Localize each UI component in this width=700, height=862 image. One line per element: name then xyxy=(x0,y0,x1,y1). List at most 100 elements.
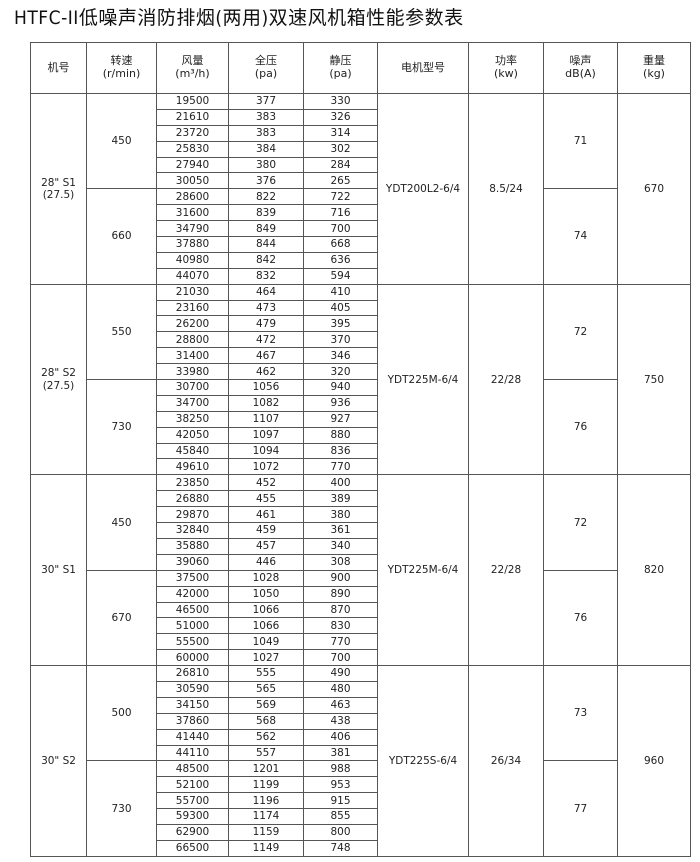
page-title: HTFC-II低噪声消防排烟(两用)双速风机箱性能参数表 xyxy=(14,7,464,29)
table-row: 730 30700 1056 940 76 xyxy=(31,379,691,476)
header-row: 机号 转速 (r/min) 风量 (m³/h) 全压 (pa) 静压 (pa) 电机型号功… xyxy=(30,42,691,94)
airflow-cell: 51000 xyxy=(156,617,229,635)
airflow-cell: 21030 xyxy=(156,283,229,301)
table-row: 31400 467 346 xyxy=(31,347,691,365)
airflow-cell: 41440 xyxy=(156,728,229,746)
airflow-cell: 59300 xyxy=(156,808,229,825)
table-row: 66500 1149 748 xyxy=(31,839,691,857)
static-pressure-cell: 463 xyxy=(303,696,378,714)
header-total-pressure: 全压 (pa) xyxy=(228,42,304,94)
airflow-cell: 31600 xyxy=(156,204,229,222)
airflow-cell: 26200 xyxy=(156,315,229,333)
header-weight: 重量 (kg) xyxy=(617,42,691,94)
total-pressure-cell: 462 xyxy=(228,363,304,381)
model-cell: 30" S2 xyxy=(30,665,87,857)
airflow-cell: 25830 xyxy=(156,140,229,158)
weight-cell: 960 xyxy=(617,665,691,857)
noise-cell: 74 xyxy=(543,188,618,285)
static-pressure-cell: 880 xyxy=(303,426,378,444)
total-pressure-cell: 565 xyxy=(228,680,304,698)
header-speed: 转速 (r/min) xyxy=(86,42,157,94)
airflow-cell: 34150 xyxy=(156,696,229,714)
static-pressure-cell: 405 xyxy=(303,299,378,317)
table-row: 34700 1082 936 xyxy=(31,394,691,412)
speed-cell: 450 xyxy=(86,92,157,190)
total-pressure-cell: 376 xyxy=(228,172,304,190)
airflow-cell: 23160 xyxy=(156,299,229,317)
static-pressure-cell: 389 xyxy=(303,490,378,508)
total-pressure-cell: 842 xyxy=(228,251,304,269)
airflow-cell: 44110 xyxy=(156,744,229,762)
airflow-cell: 21610 xyxy=(156,108,229,126)
model-cell: 28" S1 (27.5) xyxy=(30,93,87,285)
table-row: 26880 455 389 xyxy=(31,490,691,508)
speed-cell: 670 xyxy=(86,569,157,667)
airflow-cell: 40980 xyxy=(156,251,229,269)
weight-cell: 820 xyxy=(617,474,691,667)
table-row: 26200 479 395 xyxy=(31,315,691,333)
noise-cell: 71 xyxy=(543,92,618,190)
static-pressure-cell: 953 xyxy=(303,776,378,794)
total-pressure-cell: 457 xyxy=(228,537,304,555)
total-pressure-cell: 473 xyxy=(228,299,304,317)
total-pressure-cell: 568 xyxy=(228,712,304,730)
table-row: 59300 1174 855 xyxy=(31,808,691,825)
static-pressure-cell: 890 xyxy=(303,585,378,603)
total-pressure-cell: 562 xyxy=(228,728,304,746)
static-pressure-cell: 406 xyxy=(303,728,378,746)
airflow-cell: 66500 xyxy=(156,839,229,857)
total-pressure-cell: 1174 xyxy=(228,808,304,825)
total-pressure-cell: 849 xyxy=(228,220,304,238)
total-pressure-cell: 384 xyxy=(228,140,304,158)
airflow-cell: 42000 xyxy=(156,585,229,603)
total-pressure-cell: 832 xyxy=(228,267,304,285)
airflow-cell: 49610 xyxy=(156,458,229,476)
static-pressure-cell: 302 xyxy=(303,140,378,158)
airflow-cell: 55500 xyxy=(156,633,229,651)
power-cell: 8.5/24 xyxy=(468,93,544,285)
static-pressure-cell: 855 xyxy=(303,808,378,825)
speed-cell: 730 xyxy=(86,760,157,857)
airflow-cell: 55700 xyxy=(156,792,229,810)
airflow-cell: 60000 xyxy=(156,649,229,667)
static-pressure-cell: 716 xyxy=(303,204,378,222)
static-pressure-cell: 370 xyxy=(303,331,378,349)
table-row: 60000 1027 700 xyxy=(31,649,691,667)
static-pressure-cell: 320 xyxy=(303,363,378,381)
total-pressure-cell: 1082 xyxy=(228,394,304,412)
airflow-cell: 39060 xyxy=(156,553,229,571)
total-pressure-cell: 1050 xyxy=(228,585,304,603)
airflow-cell: 37880 xyxy=(156,236,229,253)
airflow-cell: 48500 xyxy=(156,760,229,778)
static-pressure-cell: 870 xyxy=(303,601,378,619)
airflow-cell: 44070 xyxy=(156,267,229,285)
static-pressure-cell: 395 xyxy=(303,315,378,333)
static-pressure-cell: 770 xyxy=(303,633,378,651)
motor-model-cell: YDT225M-6/4 xyxy=(377,283,469,476)
table-row: 37860 568 438 xyxy=(31,712,691,730)
total-pressure-cell: 472 xyxy=(228,331,304,349)
airflow-cell: 45840 xyxy=(156,442,229,460)
power-cell: 22/28 xyxy=(468,283,544,476)
airflow-cell: 30700 xyxy=(156,379,229,396)
motor-model-cell: YDT225S-6/4 xyxy=(377,665,469,857)
static-pressure-cell: 636 xyxy=(303,251,378,269)
table-row: 30" S2 500 26810 555 490 YDT225S-6/4 26/34 73 96… xyxy=(30,665,691,857)
static-pressure-cell: 900 xyxy=(303,569,378,587)
header-motor-model: 电机型号 xyxy=(377,42,469,94)
noise-cell: 72 xyxy=(543,283,618,381)
static-pressure-cell: 722 xyxy=(303,188,378,206)
header-noise: 噪声 dB(A) xyxy=(543,42,618,94)
power-cell: 22/28 xyxy=(468,474,544,667)
airflow-cell: 29870 xyxy=(156,506,229,524)
static-pressure-cell: 380 xyxy=(303,506,378,524)
static-pressure-cell: 346 xyxy=(303,347,378,365)
static-pressure-cell: 940 xyxy=(303,379,378,396)
total-pressure-cell: 383 xyxy=(228,124,304,142)
total-pressure-cell: 569 xyxy=(228,696,304,714)
total-pressure-cell: 1097 xyxy=(228,426,304,444)
total-pressure-cell: 1159 xyxy=(228,823,304,841)
table-row: 25830 384 302 xyxy=(31,140,691,158)
performance-table: 机号 转速 (r/min) 风量 (m³/h) 全压 (pa) 静压 (pa) 电机型号功… xyxy=(30,42,691,857)
airflow-cell: 37860 xyxy=(156,712,229,730)
